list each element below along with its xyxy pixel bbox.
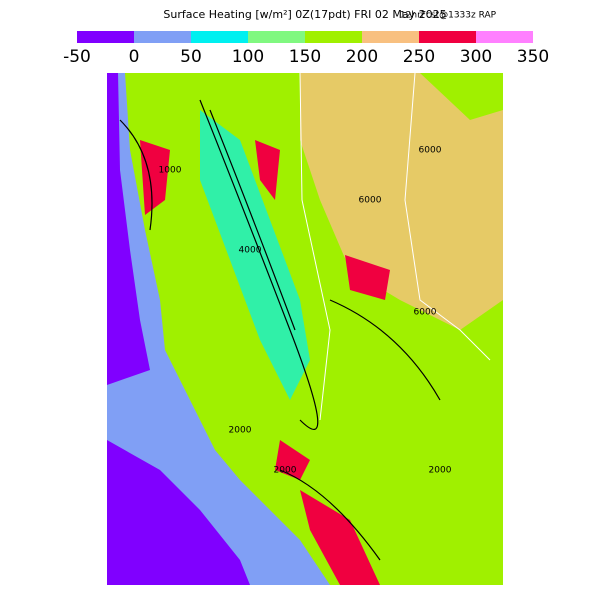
colorbar-box: [476, 31, 533, 43]
colorbar-box: [134, 31, 191, 43]
colorbar-label: 250: [403, 47, 435, 67]
colorbar-box: [77, 31, 134, 43]
colorbar-box: [191, 31, 248, 43]
colorbar-label: 350: [517, 47, 549, 67]
contour-labels: 6000 6000 6000 4000 2000 2000 2000 1000: [159, 146, 452, 476]
contour-label: 2000: [274, 466, 297, 476]
contours: [119, 99, 441, 561]
hot-spots: [140, 140, 390, 585]
contour-label: 6000: [419, 146, 442, 156]
colorbar-label: 200: [346, 47, 378, 67]
contour-label: 6000: [414, 308, 437, 318]
colorbar-label: 50: [180, 47, 202, 67]
colorbar-label: 300: [460, 47, 492, 67]
colorbar-label: 0: [129, 47, 140, 67]
colorbar-box: [305, 31, 362, 43]
contour-label: 2000: [429, 466, 452, 476]
map: [107, 72, 503, 585]
colorbar-label: -50: [63, 47, 91, 67]
state-borders: [299, 72, 491, 421]
contour-label: 2000: [229, 426, 252, 436]
coastal-water: [107, 73, 330, 585]
contour-label: 1000: [159, 166, 182, 176]
contour-label: 6000: [359, 196, 382, 206]
contour-label: 4000: [239, 246, 262, 256]
subtitle: 12hrFcst@1333z RAP: [400, 11, 497, 21]
colorbar-box: [362, 31, 419, 43]
ocean: [107, 73, 250, 585]
title: Surface Heating [w/m²] 0Z(17pdt) FRI 02 …: [163, 8, 446, 21]
colorbar-label: 150: [289, 47, 321, 67]
colorbar-label: 100: [232, 47, 264, 67]
colorbar-box: [248, 31, 305, 43]
valley-area: [200, 110, 310, 400]
colorbar-box: [419, 31, 476, 43]
